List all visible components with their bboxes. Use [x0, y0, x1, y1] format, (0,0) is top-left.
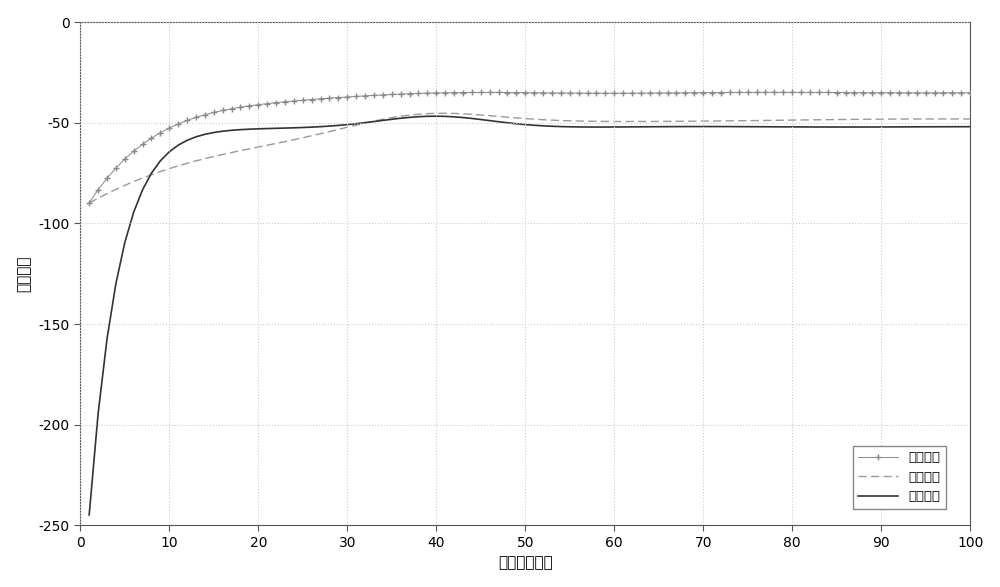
垫片缺失 [288, 124, 300, 131]
Line: 垫片缺失: 垫片缺失 [89, 116, 970, 515]
正常运行 [252, 101, 264, 108]
螺纹松动 [964, 116, 976, 123]
垫片缺失 [83, 511, 95, 518]
正常运行 [288, 97, 300, 104]
Line: 正常运行: 正常运行 [86, 89, 974, 206]
正常运行 [964, 89, 976, 96]
X-axis label: 迭代收敛次数: 迭代收敛次数 [498, 555, 553, 571]
螺纹松动 [929, 116, 941, 123]
螺纹松动 [902, 116, 914, 123]
正常运行 [929, 89, 941, 96]
Line: 螺纹松动: 螺纹松动 [89, 113, 970, 203]
垫片缺失 [617, 123, 629, 130]
正常运行 [83, 199, 95, 206]
螺纹松动 [288, 136, 300, 143]
正常运行 [608, 90, 620, 97]
垫片缺失 [430, 113, 442, 120]
螺纹松动 [83, 200, 95, 207]
正常运行 [768, 89, 780, 96]
垫片缺失 [546, 123, 558, 130]
垫片缺失 [964, 123, 976, 130]
垫片缺失 [252, 125, 264, 132]
螺纹松动 [252, 143, 264, 150]
正常运行 [537, 89, 549, 96]
正常运行 [902, 89, 914, 96]
螺纹松动 [617, 118, 629, 125]
螺纹松动 [546, 117, 558, 124]
Legend: 正常运行, 螺纹松动, 垫片缺失: 正常运行, 螺纹松动, 垫片缺失 [853, 446, 946, 509]
垫片缺失 [902, 123, 914, 130]
垫片缺失 [929, 123, 941, 130]
Y-axis label: 收敛速度: 收敛速度 [17, 255, 32, 292]
螺纹松动 [439, 110, 451, 117]
